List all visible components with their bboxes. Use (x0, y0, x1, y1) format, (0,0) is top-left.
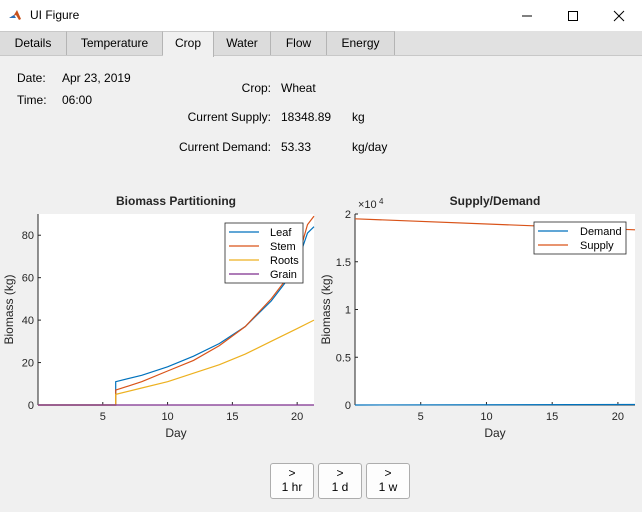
tab-flow[interactable]: Flow (271, 31, 327, 55)
close-button[interactable] (596, 0, 642, 31)
date-value: Apr 23, 2019 (62, 71, 131, 85)
supply-demand-legend-label: Demand (580, 226, 622, 238)
time-label: Time: (17, 93, 47, 107)
supply-demand-chart-title: Supply/Demand (450, 194, 541, 208)
time-value: 06:00 (62, 93, 93, 107)
supply-demand-y-exponent: ×10 (358, 199, 377, 211)
step-1-week-button[interactable]: > 1 w (366, 463, 410, 499)
matlab-logo-icon (8, 7, 24, 23)
step-1-hour-button[interactable]: > 1 hr (270, 463, 314, 499)
step-1-day-button[interactable]: > 1 d (318, 463, 362, 499)
supply-demand-x-tick-label: 20 (612, 411, 624, 423)
crop-value: Wheat (281, 81, 316, 95)
supply-demand-x-tick-label: 5 (418, 411, 424, 423)
biomass-x-tick-label: 5 (100, 411, 106, 423)
tab-crop[interactable]: Crop (163, 31, 214, 57)
tab-water[interactable]: Water (214, 31, 271, 55)
biomass-y-axis-label: Biomass (kg) (2, 274, 16, 344)
supply-demand-legend (533, 221, 627, 255)
biomass-chart-title: Biomass Partitioning (116, 194, 236, 208)
minimize-button[interactable] (504, 0, 550, 31)
current-supply-unit: kg (352, 110, 365, 124)
biomass-legend-label: Roots (270, 255, 299, 267)
supply-demand-y-tick-label: 2 (345, 209, 351, 221)
supply-demand-y-tick-label: 0 (345, 400, 351, 412)
biomass-x-tick-label: 20 (291, 411, 303, 423)
biomass-x-tick-label: 10 (161, 411, 173, 423)
biomass-legend-label: Grain (270, 269, 297, 281)
biomass-y-tick-label: 20 (22, 358, 34, 370)
close-icon (613, 10, 625, 21)
tab-details[interactable]: Details (0, 31, 67, 55)
biomass-legend-label: Stem (270, 241, 296, 253)
step-arrow: > (384, 466, 392, 480)
supply-demand-series-demand (354, 403, 636, 406)
maximize-icon (568, 10, 578, 21)
current-supply-label: Current Supply: (187, 110, 271, 124)
current-demand-unit: kg/day (352, 140, 388, 154)
supply-demand-y-exponent-power: 4 (379, 197, 384, 206)
biomass-legend (224, 222, 304, 284)
step-label: 1 d (331, 480, 349, 494)
biomass-legend-label: Leaf (270, 227, 292, 239)
tab-energy[interactable]: Energy (327, 31, 395, 55)
supply-demand-x-tick-label: 10 (480, 411, 492, 423)
biomass-y-tick-label: 60 (22, 273, 34, 285)
supply-demand-legend-label: Supply (580, 240, 614, 252)
tab-bar: Details Temperature Crop Water Flow Ener… (0, 31, 642, 57)
current-demand-label: Current Demand: (178, 140, 271, 154)
biomass-y-tick-label: 0 (28, 400, 34, 412)
crop-label: Crop: (241, 81, 271, 95)
current-demand-value: 53.33 (281, 140, 312, 154)
step-label: 1 w (378, 480, 398, 494)
supply-demand-y-tick-label: 1.5 (336, 257, 351, 269)
supply-demand-x-axis-label: Day (484, 426, 505, 440)
biomass-x-tick-label: 15 (226, 411, 238, 423)
supply-demand-y-axis-label: Biomass (kg) (319, 274, 333, 344)
biomass-x-axis-label: Day (165, 426, 186, 440)
window-title: UI Figure (30, 8, 80, 22)
date-label: Date: (17, 71, 46, 85)
current-supply-value: 18348.89 (281, 110, 332, 124)
supply-demand-y-tick-label: 0.5 (336, 352, 351, 364)
minimize-icon (522, 15, 532, 16)
maximize-button[interactable] (550, 0, 596, 31)
supply-demand-y-tick-label: 1 (345, 305, 351, 317)
step-arrow: > (336, 466, 344, 480)
supply-demand-x-tick-label: 15 (546, 411, 558, 423)
biomass-y-tick-label: 40 (22, 315, 34, 327)
step-label: 1 hr (281, 480, 303, 494)
biomass-series-roots (38, 319, 315, 406)
biomass-y-tick-label: 80 (22, 230, 34, 242)
step-arrow: > (288, 466, 296, 480)
title-bar: UI Figure (0, 0, 642, 31)
tab-temperature[interactable]: Temperature (67, 31, 163, 55)
